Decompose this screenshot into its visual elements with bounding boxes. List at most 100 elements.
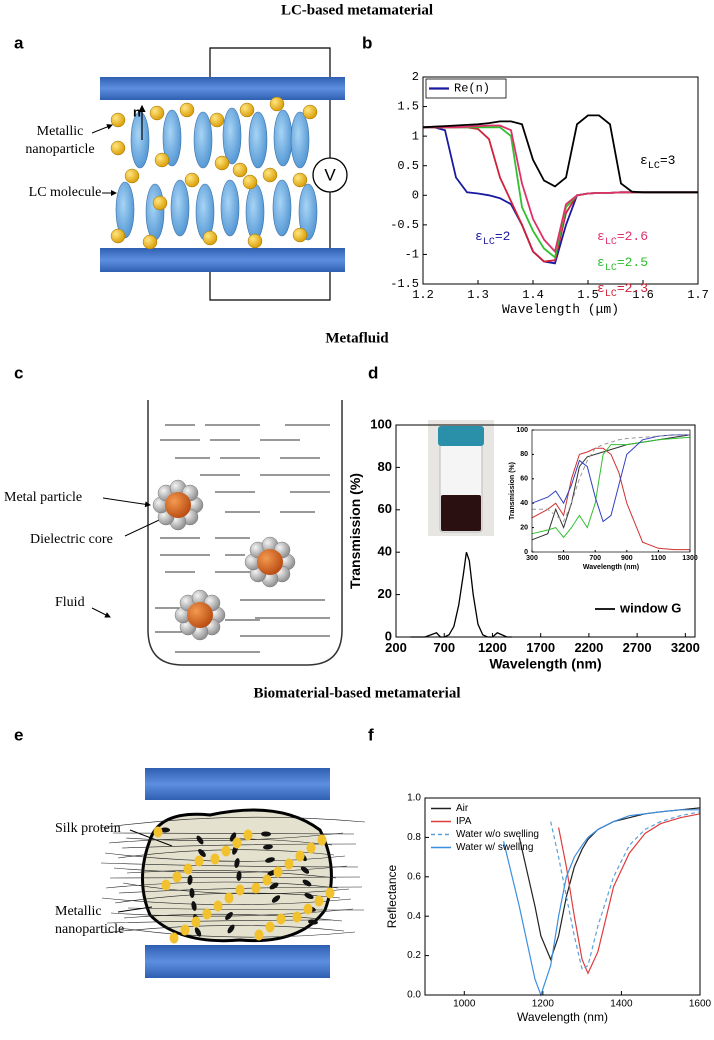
panel-label: f [368,725,374,744]
nanoparticle [110,112,126,128]
pointer [102,497,151,508]
annotation-text: =2.5 [617,255,648,270]
chart: 1000 1200 1400 1600 0.0 0.2 0.4 0.6 0.8 1.0 Wavele… [385,793,711,1025]
y-tick-label: 40 [520,500,528,507]
nanoparticle [262,874,272,886]
x-tick-label: 1200 [532,999,555,1010]
curve-annotation: εLC=2.5 [597,255,648,273]
data-line [423,124,698,254]
nanoparticle [292,227,308,243]
curve-annotation: εLC=2 [475,229,510,247]
panel-label: a [14,33,24,52]
pointer [91,607,111,618]
data-line [423,126,698,265]
core-label: Dielectric core [30,532,113,547]
data-line [550,811,701,971]
pointer [129,829,173,847]
curve-annotation: εLC=2.3 [597,281,648,299]
annotation-symbol: ε [597,229,605,244]
nanoparticle [202,230,218,246]
y-tick-label: 0.8 [407,832,421,843]
lc-molecule [130,111,150,169]
dark-inclusion [194,927,202,937]
silk-fiber [108,838,333,846]
bottom-electrode [145,945,330,978]
dark-inclusion [198,848,206,858]
nanoparticle [194,855,204,867]
nanoparticle [154,152,170,168]
dark-inclusion [304,892,314,900]
nanoparticle [254,929,264,941]
plot-frame [424,797,701,996]
x-tick-label: 700 [433,640,455,655]
x-tick-label: 500 [558,555,570,562]
annotation-symbol: ε [597,281,605,296]
plot-frame [395,424,696,638]
data-line [531,436,691,539]
nanoparticle [302,104,318,120]
data-line [422,114,698,194]
nanoparticle [149,105,165,121]
y-axis-label: Transmission (%) [509,462,516,520]
x-axis-label: Wavelength (μm) [502,302,619,317]
annotation-subscript: LC [605,237,617,248]
nanoparticle [213,900,223,912]
panel-label: c [14,363,23,382]
pointer [117,906,153,913]
x-tick-label: 1200 [478,640,507,655]
y-tick-label: 20 [378,586,392,601]
y-tick-label: 60 [378,501,392,516]
y-tick-label: -0.5 [390,218,419,232]
nanoparticle [235,884,245,896]
annotation-symbol: ε [640,153,648,168]
y-tick-label: 80 [378,459,392,474]
silk-diagram: Silk protein Metallic nanoparticle [55,768,366,978]
nanoparticle [292,911,302,923]
dark-inclusion [300,866,310,874]
nanoparticle [239,102,255,118]
nanoparticle [232,837,242,849]
data-line [558,813,701,975]
vial-cap [438,426,484,446]
legend-label: Air [456,803,469,814]
beaker [147,400,343,666]
nanoparticle [210,853,220,865]
y-tick-label: 1.0 [407,793,421,804]
wire [209,47,331,301]
particle-label: Metallic [37,124,84,139]
particle-label: nanoparticle [25,142,94,157]
x-tick-label: 2700 [623,640,652,655]
nanoparticle [243,829,253,841]
lc-molecule [272,179,292,237]
vial-photo [428,420,494,536]
nanoparticle [161,879,171,891]
annotation-symbol: ε [597,255,605,270]
dark-inclusion [229,832,237,842]
x-tick-label: 2200 [574,640,603,655]
dark-inclusion [265,857,275,863]
dark-inclusion [236,871,242,881]
lc-molecule [245,183,265,241]
y-tick-label: 40 [378,544,392,559]
nanoparticle [317,834,327,846]
dark-inclusion [191,901,197,911]
annotation-text: =2 [495,229,511,244]
legend-label: window G [619,600,681,615]
director-label: n [133,104,141,119]
legend-label: IPA [456,816,472,827]
y-axis-label: Transmission (%) [347,473,363,589]
legend-label: Water w/o swelling [456,829,539,840]
data-line [531,434,690,523]
x-tick-label: 1700 [526,640,555,655]
dark-inclusion [227,924,235,934]
lc-molecule [115,181,135,239]
y-tick-label: 0.6 [407,871,421,882]
y-tick-label: 0.4 [407,911,421,922]
nanoparticle [314,895,324,907]
panel-label: b [362,33,372,52]
section-title: LC-based metamaterial [281,2,433,18]
nanoparticle [224,892,234,904]
annotation-subscript: LC [605,289,617,300]
voltage-label: V [324,165,336,184]
y-tick-label: 20 [520,524,528,531]
